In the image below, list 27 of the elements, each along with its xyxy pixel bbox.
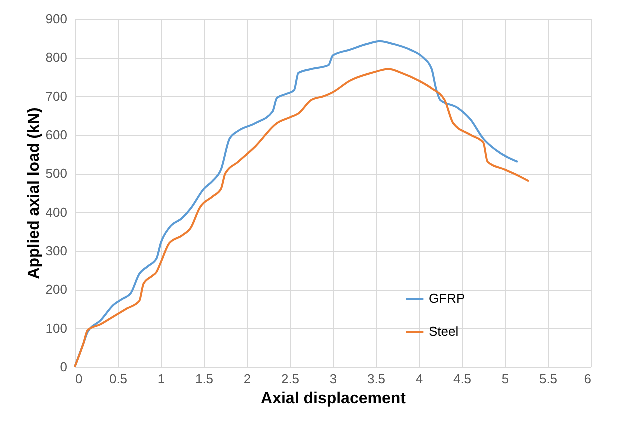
x-tick-label: 6	[584, 372, 592, 386]
y-tick-label: 0	[60, 360, 68, 374]
x-tick-label: 5	[502, 372, 510, 386]
x-axis-title: Axial displacement	[261, 390, 407, 408]
y-tick-label: 500	[46, 166, 68, 182]
x-tick-label: 3	[330, 372, 338, 386]
x-tick-label: 5.5	[539, 372, 558, 386]
y-tick-label: 600	[46, 128, 68, 142]
x-tick-label: 0.5	[109, 372, 128, 386]
y-tick-label: 400	[46, 204, 68, 220]
y-tick-label: 100	[46, 320, 68, 336]
x-tick-label: 2	[244, 372, 252, 386]
legend-label: Steel	[429, 324, 459, 339]
legend-label: GFRP	[429, 291, 466, 306]
y-tick-label: 700	[46, 88, 68, 104]
x-tick-label: 4.5	[453, 372, 472, 386]
y-axis-title: Applied axial load (kN)	[26, 108, 43, 280]
y-tick-label: 300	[46, 244, 68, 258]
x-tick-label: 3.5	[367, 372, 386, 386]
y-tick-label: 900	[46, 12, 68, 26]
x-tick-label: 2.5	[281, 372, 300, 386]
y-tick-label: 800	[46, 50, 68, 66]
x-tick-label: 1	[158, 372, 166, 386]
x-tick-label: 1.5	[195, 372, 214, 386]
y-tick-label: 200	[46, 282, 68, 298]
x-tick-label: 4	[416, 372, 424, 386]
x-tick-label: 0	[76, 372, 83, 386]
